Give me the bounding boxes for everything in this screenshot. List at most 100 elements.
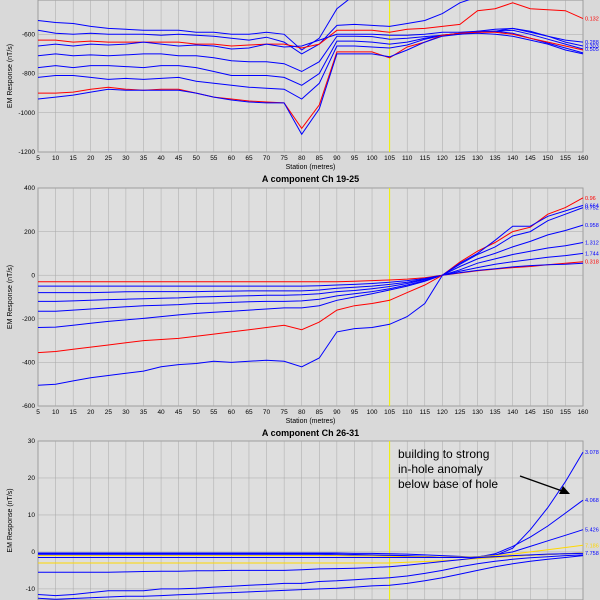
series-end-label: 0.132	[585, 17, 599, 23]
x-tick-label: 100	[367, 409, 378, 416]
chart-panel-3: 30 20 10 0 -10 3.078 4.068 5.426 7.186 7.758 EM Re…	[7, 428, 599, 600]
series-end-label: 5.426	[585, 528, 599, 534]
x-tick-label: 50	[193, 409, 201, 416]
annotation-text: in-hole anomaly	[398, 462, 483, 476]
y-tick-label: 200	[24, 229, 35, 236]
y-axis-label: EM Response (nT/s)	[7, 265, 14, 329]
series-end-label: 1.744	[585, 251, 599, 257]
series-end-label: 7.758	[585, 551, 599, 557]
series-line-6	[38, 552, 584, 564]
x-tick-label: 45	[175, 155, 183, 162]
x-tick-label: 10	[52, 409, 60, 416]
series-end-label: 3.078	[585, 450, 599, 456]
y-tick-label: 20	[28, 475, 36, 482]
x-tick-label: 55	[210, 155, 218, 162]
series-line-1	[38, 197, 584, 283]
x-tick-label: 90	[333, 155, 341, 162]
x-tick-label: 105	[384, 409, 395, 416]
x-tick-label: 50	[193, 155, 201, 162]
y-axis-label: EM Response (nT/s)	[7, 44, 14, 108]
y-tick-label: -600	[22, 403, 35, 410]
x-tick-label: 80	[298, 155, 306, 162]
x-tick-label: 130	[472, 409, 483, 416]
x-tick-label: 75	[281, 409, 289, 416]
y-tick-label: 400	[24, 185, 35, 192]
x-tick-label: 35	[140, 409, 148, 416]
x-tick-label: 40	[157, 155, 165, 162]
x-tick-label: 115	[420, 409, 431, 416]
x-tick-label: 125	[455, 409, 466, 416]
plot-area	[37, 440, 584, 600]
y-tick-label: 0	[31, 549, 35, 556]
series-line-5	[38, 242, 584, 312]
x-tick-label: 30	[122, 155, 130, 162]
plot-area	[37, 187, 584, 407]
annotation-text: below base of hole	[398, 477, 498, 491]
x-tick-label: 5	[36, 155, 40, 162]
x-tick-label: 100	[367, 155, 378, 162]
x-tick-label: 70	[263, 409, 271, 416]
x-tick-label: 90	[333, 409, 341, 416]
x-tick-label: 60	[228, 409, 236, 416]
series-end-label: 0.96	[585, 196, 596, 202]
series-end-label: 4.068	[585, 498, 599, 504]
x-tick-label: 15	[70, 155, 78, 162]
x-tick-label: 155	[560, 155, 571, 162]
series-line-1	[37, 0, 349, 51]
x-tick-label: 145	[525, 409, 536, 416]
y-tick-label: 10	[28, 512, 36, 519]
x-axis-label: Station (metres)	[286, 418, 336, 425]
x-tick-label: 150	[542, 155, 553, 162]
y-tick-label: -1000	[18, 110, 35, 117]
series-line-7	[37, 30, 584, 100]
x-tick-label: 110	[402, 409, 413, 416]
x-tick-label: 10	[52, 155, 60, 162]
series-line-8	[37, 262, 584, 386]
x-tick-label: 65	[245, 155, 253, 162]
x-tick-label: 85	[316, 155, 324, 162]
series-end-label: 0.664	[585, 203, 599, 209]
x-tick-label: 135	[490, 155, 501, 162]
x-tick-label: 95	[351, 155, 359, 162]
x-tick-label: 65	[245, 409, 253, 416]
x-tick-label: 55	[210, 409, 218, 416]
series-line-9	[37, 32, 584, 136]
series-end-label: 0.303	[585, 44, 599, 50]
x-tick-label: 60	[228, 155, 236, 162]
x-tick-label: 25	[105, 155, 113, 162]
series-end-label: 7.186	[585, 543, 599, 549]
series-end-label: 1.312	[585, 241, 599, 247]
series-end-label: 0.288	[585, 40, 599, 46]
series-line-3	[38, 529, 584, 559]
x-axis-label: Station (metres)	[286, 164, 336, 171]
x-tick-label: 115	[420, 155, 431, 162]
x-tick-label: 145	[525, 155, 536, 162]
x-tick-label: 70	[263, 155, 271, 162]
x-tick-label: 20	[87, 155, 95, 162]
x-tick-label: 25	[105, 409, 113, 416]
x-tick-label: 130	[472, 155, 483, 162]
x-tick-label: 110	[402, 155, 413, 162]
y-tick-label: 0	[31, 272, 35, 279]
chart-title: A component Ch 26-31	[262, 428, 359, 438]
plot-area	[37, 0, 584, 153]
y-tick-label: 30	[28, 438, 36, 445]
x-tick-label: 30	[122, 409, 130, 416]
series-line-3	[38, 207, 584, 294]
series-line-2	[37, 0, 470, 55]
series-line-6	[37, 252, 584, 328]
x-tick-label: 120	[437, 155, 448, 162]
x-tick-label: 75	[281, 155, 289, 162]
x-tick-label: 120	[437, 409, 448, 416]
x-tick-label: 140	[507, 155, 518, 162]
annotation-text: building to strong	[398, 447, 489, 461]
x-tick-label: 160	[578, 155, 589, 162]
y-axis-label: EM Response (nT/s)	[7, 488, 14, 552]
x-tick-label: 85	[316, 409, 324, 416]
x-tick-label: 150	[542, 409, 553, 416]
series-line-5	[37, 27, 584, 73]
x-tick-label: 155	[560, 409, 571, 416]
chart-title: A component Ch 19-25	[262, 174, 359, 184]
